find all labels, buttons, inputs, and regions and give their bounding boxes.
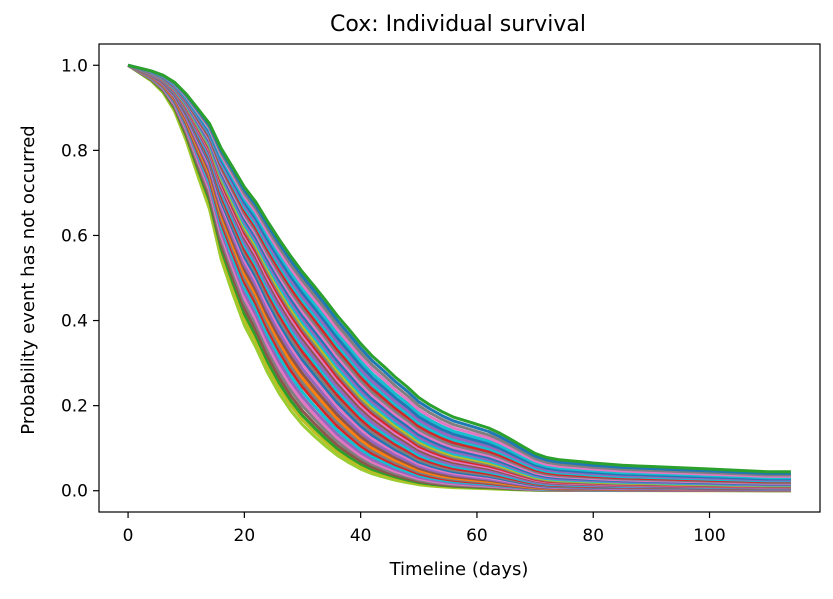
survival-curves — [127, 63, 791, 493]
y-tick-label: 0.8 — [61, 141, 88, 161]
y-tick-label: 0.0 — [61, 482, 88, 502]
x-tick-label: 0 — [123, 526, 134, 546]
x-tick-label: 100 — [693, 526, 725, 546]
x-axis-label: Timeline (days) — [389, 559, 529, 580]
x-axis: 0 20 40 60 80 100 — [123, 512, 726, 546]
y-tick-label: 0.4 — [61, 312, 88, 332]
survival-curve — [127, 63, 791, 474]
x-tick-label: 80 — [582, 526, 604, 546]
y-tick-label: 0.6 — [61, 226, 88, 246]
x-tick-label: 40 — [350, 526, 372, 546]
chart-title: Cox: Individual survival — [330, 12, 586, 37]
y-axis: 0.0 0.2 0.4 0.6 0.8 1.0 — [61, 56, 99, 502]
x-tick-label: 20 — [234, 526, 256, 546]
y-tick-label: 1.0 — [61, 56, 88, 76]
plot-frame — [98, 43, 821, 513]
y-axis-label: Probability event has not occurred — [18, 125, 39, 434]
y-tick-label: 0.2 — [61, 397, 88, 417]
x-tick-label: 60 — [466, 526, 488, 546]
